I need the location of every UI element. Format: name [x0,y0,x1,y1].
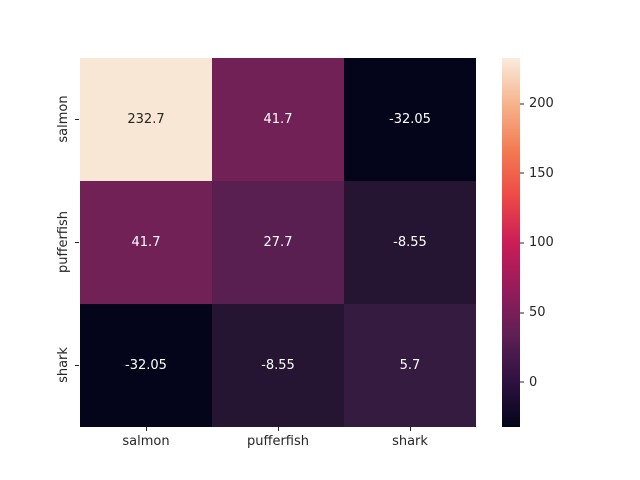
cell-value: 41.7 [131,235,161,250]
colorbar-tick-label: 150 [529,165,554,181]
heatmap-cell-shark-pufferfish: -8.55 [212,304,344,427]
x-axis-tick [410,427,411,431]
colorbar-tick-label: 200 [529,96,554,112]
y-tick-label-text: pufferfish [56,211,71,273]
heatmap-cell-pufferfish-salmon: 41.7 [80,181,212,304]
colorbar-tick: 0 [520,375,537,390]
cell-value: -32.05 [125,358,167,373]
colorbar-tick: 50 [520,305,546,320]
cell-value: -8.55 [261,358,295,373]
colorbar-tick-label: 50 [529,305,546,321]
cell-value: 5.7 [399,358,421,373]
heatmap-cell-shark-salmon: -32.05 [80,304,212,427]
colorbar-tick: 200 [520,96,554,111]
colorbar-gradient [502,58,520,427]
cell-value: -32.05 [389,112,431,127]
y-tick-label-text: salmon [56,95,71,143]
colorbar: 200 150 100 50 0 [502,58,554,427]
heatmap-cell-pufferfish-shark: -8.55 [344,181,476,304]
y-axis-tick [75,242,79,243]
cell-value: 41.7 [263,112,293,127]
colorbar-tick: 150 [520,166,554,181]
y-tick-label-text: shark [56,347,71,383]
x-axis-tick [146,427,147,431]
x-tick-label-pufferfish: pufferfish [247,434,309,449]
x-axis-tick [278,427,279,431]
cell-value: 232.7 [127,112,165,127]
x-tick-label-shark: shark [392,434,428,449]
colorbar-tick-label: 100 [529,235,554,251]
y-axis-tick [75,119,79,120]
heatmap-cell-pufferfish-pufferfish: 27.7 [212,181,344,304]
cell-value: 27.7 [263,235,293,250]
heatmap-cell-salmon-salmon: 232.7 [80,58,212,181]
colorbar-tick: 100 [520,235,554,250]
heatmap-cell-salmon-pufferfish: 41.7 [212,58,344,181]
y-tick-label-salmon: salmon [56,95,71,142]
cell-value: -8.55 [393,235,427,250]
y-tick-label-pufferfish: pufferfish [56,211,71,273]
heatmap-grid: 232.7 41.7 -32.05 41.7 27.7 -8.55 -32.05… [80,58,476,427]
heatmap-cell-shark-shark: 5.7 [344,304,476,427]
heatmap-cell-salmon-shark: -32.05 [344,58,476,181]
colorbar-tick-label: 0 [529,374,538,390]
x-tick-label-salmon: salmon [122,434,170,449]
y-axis-tick [75,365,79,366]
y-tick-label-shark: shark [56,347,71,383]
